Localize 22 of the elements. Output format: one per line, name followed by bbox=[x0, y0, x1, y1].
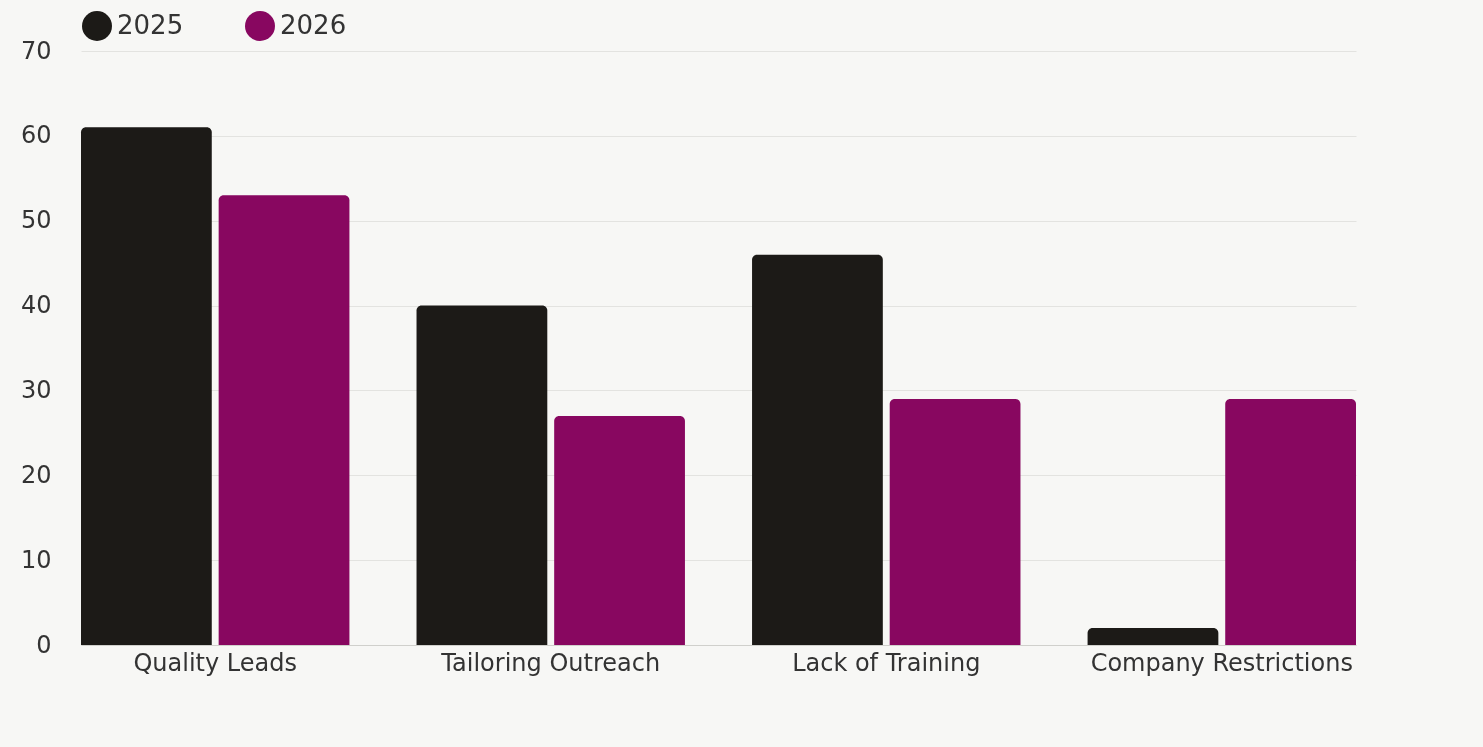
bar bbox=[416, 305, 548, 645]
y-tick-label: 40 bbox=[20, 291, 52, 320]
bar bbox=[889, 398, 1021, 645]
legend-label: 2025 bbox=[117, 10, 184, 40]
x-tick-label: Company Restrictions bbox=[1090, 648, 1353, 677]
bar bbox=[81, 127, 212, 645]
y-tick-label: 50 bbox=[20, 206, 52, 235]
x-tick-label: Lack of Training bbox=[792, 648, 981, 677]
y-tick-label: 70 bbox=[20, 36, 52, 65]
bar bbox=[218, 195, 350, 645]
bar bbox=[1087, 628, 1219, 645]
x-tick-label: Quality Leads bbox=[133, 648, 297, 677]
y-tick-label: 20 bbox=[20, 460, 52, 489]
y-tick-label: 10 bbox=[20, 545, 52, 574]
bar bbox=[554, 415, 685, 645]
x-tick-label: Tailoring Outreach bbox=[440, 648, 661, 677]
legend-label: 2026 bbox=[280, 10, 347, 40]
bar bbox=[752, 254, 883, 645]
y-tick-label: 0 bbox=[36, 630, 52, 659]
y-tick-label: 60 bbox=[20, 121, 52, 150]
bar bbox=[1225, 398, 1356, 645]
y-tick-label: 30 bbox=[20, 375, 52, 404]
